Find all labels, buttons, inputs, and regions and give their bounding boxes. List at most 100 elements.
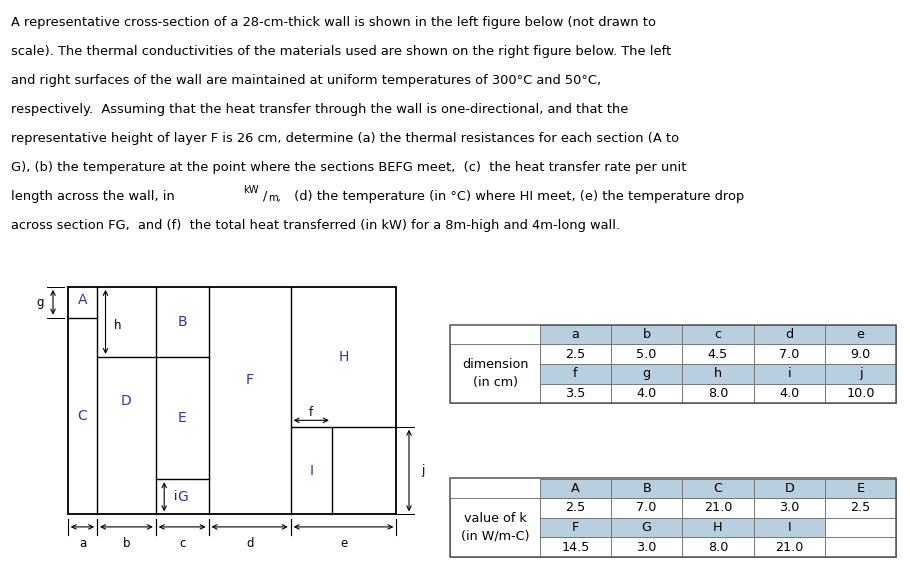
Text: h: h [114, 319, 121, 332]
Text: E: E [856, 482, 864, 495]
Text: e: e [856, 328, 864, 341]
Bar [540, 537, 611, 557]
Text: G), (b) the temperature at the point where the sections BEFG meet,  (c)  the hea: G), (b) the temperature at the point whe… [11, 161, 686, 174]
Bar [753, 325, 825, 345]
Text: value of k: value of k [464, 512, 526, 525]
Bar [67, 287, 397, 514]
Text: D: D [121, 394, 132, 408]
Bar [825, 383, 896, 403]
Bar [682, 517, 753, 537]
Bar [753, 383, 825, 403]
Text: b: b [123, 537, 130, 550]
Text: g: g [642, 367, 651, 380]
Text: g: g [36, 296, 44, 309]
Text: I: I [787, 521, 791, 534]
Bar [611, 478, 682, 498]
Bar [753, 537, 825, 557]
Text: d: d [785, 328, 794, 341]
Text: G: G [177, 490, 187, 504]
Bar [682, 498, 753, 517]
Text: 2.5: 2.5 [565, 501, 585, 514]
Text: I: I [309, 463, 313, 477]
Bar [611, 325, 682, 345]
Text: B: B [642, 482, 651, 495]
Bar [611, 345, 682, 364]
Text: f: f [573, 367, 578, 380]
Text: 7.0: 7.0 [636, 501, 657, 514]
Bar [611, 498, 682, 517]
Text: C: C [77, 409, 87, 423]
Text: C: C [713, 482, 723, 495]
Text: kW: kW [244, 184, 259, 195]
Text: dimension: dimension [461, 358, 529, 371]
Bar [753, 478, 825, 498]
Bar [825, 537, 896, 557]
Bar [540, 517, 611, 537]
Bar [753, 364, 825, 383]
Text: 21.0: 21.0 [703, 501, 733, 514]
Text: h: h [714, 367, 722, 380]
Text: 3.0: 3.0 [636, 541, 657, 553]
Text: A: A [571, 482, 580, 495]
Text: 5.0: 5.0 [636, 347, 657, 361]
Bar [682, 364, 753, 383]
Text: B: B [177, 315, 187, 329]
Text: (in cm): (in cm) [472, 376, 518, 389]
Text: b: b [642, 328, 651, 341]
Bar [611, 364, 682, 383]
Bar [450, 345, 540, 403]
Text: d: d [246, 537, 253, 550]
Bar [682, 383, 753, 403]
Text: m,: m, [268, 194, 281, 204]
Text: A representative cross-section of a 28-cm-thick wall is shown in the left figure: A representative cross-section of a 28-c… [11, 16, 656, 29]
Text: respectively.  Assuming that the heat transfer through the wall is one-direction: respectively. Assuming that the heat tra… [11, 103, 628, 116]
Text: E: E [177, 411, 187, 425]
Bar [753, 345, 825, 364]
Text: across section FG,  and (f)  the total heat transferred (in kW) for a 8m-high an: across section FG, and (f) the total hea… [11, 219, 620, 232]
Text: 3.0: 3.0 [779, 501, 800, 514]
Text: 4.0: 4.0 [779, 387, 800, 400]
Text: 2.5: 2.5 [851, 501, 871, 514]
Bar [682, 537, 753, 557]
Text: 14.5: 14.5 [561, 541, 590, 553]
Bar [825, 517, 896, 537]
Text: /: / [263, 190, 268, 203]
Text: a: a [79, 537, 86, 550]
Text: a: a [571, 328, 580, 341]
Text: representative height of layer F is 26 cm, determine (a) the thermal resistances: representative height of layer F is 26 c… [11, 132, 679, 145]
Bar [753, 498, 825, 517]
Text: 4.5: 4.5 [708, 347, 728, 361]
Text: j: j [420, 464, 424, 477]
Text: length across the wall, in: length across the wall, in [11, 190, 178, 203]
Text: c: c [179, 537, 186, 550]
Text: 4.0: 4.0 [636, 387, 657, 400]
Bar [540, 345, 611, 364]
Text: F: F [571, 521, 579, 534]
Bar [450, 498, 540, 557]
Text: 21.0: 21.0 [775, 541, 804, 553]
Text: j: j [859, 367, 863, 380]
Bar [540, 478, 611, 498]
Text: F: F [246, 372, 254, 386]
Text: A: A [77, 293, 87, 307]
Text: H: H [713, 521, 723, 534]
Text: e: e [340, 537, 348, 550]
Text: and right surfaces of the wall are maintained at uniform temperatures of 300°C a: and right surfaces of the wall are maint… [11, 74, 601, 87]
Bar [825, 498, 896, 517]
Bar [825, 345, 896, 364]
Bar [825, 478, 896, 498]
Text: 9.0: 9.0 [851, 347, 871, 361]
Text: scale). The thermal conductivities of the materials used are shown on the right : scale). The thermal conductivities of th… [11, 45, 672, 58]
Bar [825, 364, 896, 383]
Bar [611, 383, 682, 403]
Bar [825, 325, 896, 345]
Text: D: D [784, 482, 794, 495]
Bar [753, 517, 825, 537]
Bar [682, 325, 753, 345]
Text: (in W/m-C): (in W/m-C) [460, 530, 530, 543]
Text: 2.5: 2.5 [565, 347, 585, 361]
Bar [540, 383, 611, 403]
Text: 8.0: 8.0 [708, 387, 728, 400]
Text: (d) the temperature (in °C) where HI meet, (e) the temperature drop: (d) the temperature (in °C) where HI mee… [289, 190, 744, 203]
Bar [611, 537, 682, 557]
